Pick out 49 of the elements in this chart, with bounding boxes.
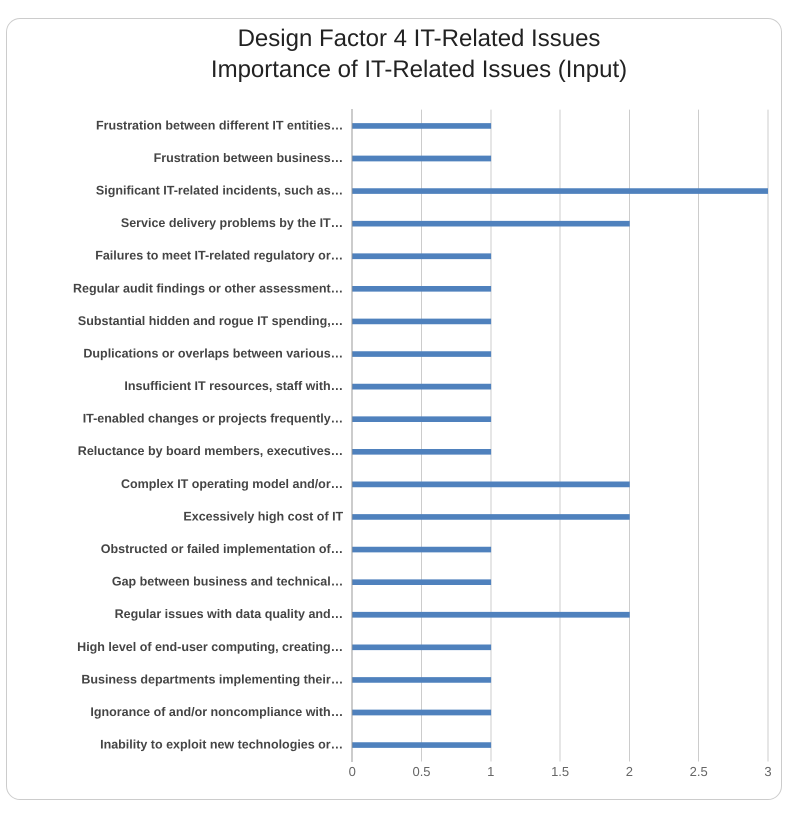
y-tick-label: Substantial hidden and rogue IT spending,…	[78, 314, 344, 328]
y-tick-label: Inability to exploit new technologies or…	[100, 738, 344, 752]
y-tick-label: High level of end-user computing, creating…	[77, 640, 344, 654]
y-tick-label: Ignorance of and/or noncompliance with…	[90, 704, 344, 719]
bar	[352, 677, 492, 683]
bar	[352, 188, 768, 194]
bar	[352, 156, 492, 162]
bar	[352, 612, 630, 618]
y-tick-label: Gap between business and technical…	[112, 574, 344, 589]
bar	[352, 318, 492, 324]
y-tick-label: Frustration between different IT entities…	[96, 118, 344, 132]
bar	[352, 416, 492, 422]
y-tick-label: Regular audit findings or other assessment…	[72, 281, 344, 296]
x-tick-label: 2.5	[690, 764, 708, 779]
x-tick-label: 0.5	[412, 764, 431, 779]
x-tick-label: 2	[626, 764, 634, 779]
y-tick-label: Excessively high cost of IT	[183, 509, 344, 524]
y-tick-label: Service delivery problems by the IT…	[120, 216, 344, 230]
bar	[352, 351, 492, 357]
bar	[352, 514, 630, 520]
y-tick-label: Business departments implementing their…	[81, 672, 344, 686]
bar	[352, 384, 492, 390]
x-tick-label: 0	[348, 764, 356, 779]
y-tick-label: Frustration between business…	[154, 150, 344, 165]
y-tick-label: Complex IT operating model and/or…	[120, 476, 344, 491]
bar	[352, 286, 492, 292]
bar	[352, 253, 492, 260]
y-tick-label: IT-enabled changes or projects frequently…	[82, 412, 344, 426]
y-tick-label: Regular issues with data quality and…	[114, 607, 344, 622]
y-tick-label: Failures to meet IT-related regulatory or…	[95, 248, 344, 263]
bar	[352, 482, 630, 488]
chart-subtitle: Importance of IT-Related Issues (Input)	[210, 56, 628, 83]
bar	[352, 448, 492, 455]
y-tick-label: Reluctance by board members, executives…	[78, 444, 344, 458]
y-tick-label: Duplications or overlaps between various…	[83, 346, 344, 360]
bar	[352, 742, 492, 748]
bar	[352, 710, 492, 716]
bar	[352, 123, 492, 129]
bar	[352, 644, 492, 650]
y-tick-label: Insufficient IT resources, staff with…	[124, 379, 344, 394]
bar	[352, 546, 492, 552]
x-tick-label: 3	[764, 764, 772, 779]
y-tick-label: Obstructed or failed implementation of…	[100, 542, 344, 556]
bar	[352, 579, 492, 585]
y-tick-label: Significant IT-related incidents, such as…	[96, 184, 344, 198]
x-tick-label: 1.5	[551, 764, 570, 779]
chart-title: Design Factor 4 IT-Related Issues	[238, 25, 600, 52]
x-tick-label: 1	[487, 764, 494, 779]
bar	[352, 220, 630, 226]
